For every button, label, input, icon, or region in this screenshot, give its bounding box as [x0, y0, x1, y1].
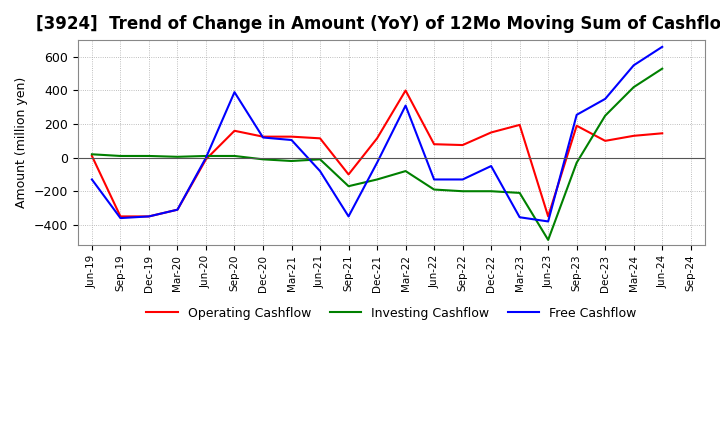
Investing Cashflow [315, 157, 324, 162]
Free Cashflow [658, 44, 667, 49]
Line: Operating Cashflow: Operating Cashflow [92, 91, 662, 216]
Line: Investing Cashflow: Investing Cashflow [92, 69, 662, 240]
Free Cashflow [487, 163, 495, 169]
Investing Cashflow [629, 84, 638, 90]
Investing Cashflow [544, 237, 552, 242]
Operating Cashflow [516, 122, 524, 128]
Investing Cashflow [401, 169, 410, 174]
Operating Cashflow [401, 88, 410, 93]
Free Cashflow [145, 214, 153, 219]
Operating Cashflow [430, 142, 438, 147]
Free Cashflow [544, 219, 552, 224]
Operating Cashflow [344, 172, 353, 177]
Operating Cashflow [487, 130, 495, 135]
Free Cashflow [202, 155, 210, 160]
Operating Cashflow [287, 134, 296, 139]
Free Cashflow [315, 169, 324, 174]
Operating Cashflow [258, 134, 267, 139]
Investing Cashflow [230, 153, 239, 158]
Free Cashflow [459, 177, 467, 182]
Investing Cashflow [373, 177, 382, 182]
Free Cashflow [88, 177, 96, 182]
Free Cashflow [258, 135, 267, 140]
Free Cashflow [601, 96, 610, 102]
Operating Cashflow [601, 138, 610, 143]
Investing Cashflow [344, 183, 353, 189]
Operating Cashflow [544, 214, 552, 219]
Investing Cashflow [516, 190, 524, 195]
Legend: Operating Cashflow, Investing Cashflow, Free Cashflow: Operating Cashflow, Investing Cashflow, … [141, 302, 642, 325]
Operating Cashflow [315, 136, 324, 141]
Operating Cashflow [629, 133, 638, 139]
Free Cashflow [287, 137, 296, 143]
Operating Cashflow [145, 214, 153, 219]
Investing Cashflow [202, 153, 210, 158]
Line: Free Cashflow: Free Cashflow [92, 47, 662, 221]
Operating Cashflow [173, 207, 181, 213]
Investing Cashflow [487, 189, 495, 194]
Free Cashflow [516, 215, 524, 220]
Operating Cashflow [658, 131, 667, 136]
Free Cashflow [116, 216, 125, 221]
Operating Cashflow [572, 123, 581, 128]
Free Cashflow [572, 112, 581, 117]
Free Cashflow [430, 177, 438, 182]
Investing Cashflow [145, 153, 153, 158]
Investing Cashflow [173, 154, 181, 159]
Y-axis label: Amount (million yen): Amount (million yen) [15, 77, 28, 208]
Free Cashflow [173, 207, 181, 213]
Investing Cashflow [287, 158, 296, 164]
Free Cashflow [629, 62, 638, 68]
Free Cashflow [401, 103, 410, 108]
Investing Cashflow [116, 153, 125, 158]
Operating Cashflow [373, 136, 382, 141]
Free Cashflow [344, 214, 353, 219]
Title: [3924]  Trend of Change in Amount (YoY) of 12Mo Moving Sum of Cashflows: [3924] Trend of Change in Amount (YoY) o… [36, 15, 720, 33]
Operating Cashflow [459, 143, 467, 148]
Investing Cashflow [601, 113, 610, 118]
Investing Cashflow [258, 157, 267, 162]
Investing Cashflow [88, 152, 96, 157]
Investing Cashflow [658, 66, 667, 71]
Investing Cashflow [572, 160, 581, 165]
Operating Cashflow [230, 128, 239, 133]
Free Cashflow [373, 160, 382, 165]
Investing Cashflow [459, 189, 467, 194]
Investing Cashflow [430, 187, 438, 192]
Operating Cashflow [116, 214, 125, 219]
Operating Cashflow [88, 153, 96, 158]
Free Cashflow [230, 89, 239, 95]
Operating Cashflow [202, 157, 210, 162]
